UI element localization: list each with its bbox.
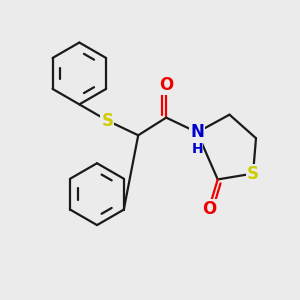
Text: H: H bbox=[191, 142, 203, 155]
Text: O: O bbox=[159, 76, 173, 94]
Text: O: O bbox=[202, 200, 216, 218]
Text: N: N bbox=[190, 123, 204, 141]
Text: S: S bbox=[247, 165, 259, 183]
Text: S: S bbox=[101, 112, 113, 130]
